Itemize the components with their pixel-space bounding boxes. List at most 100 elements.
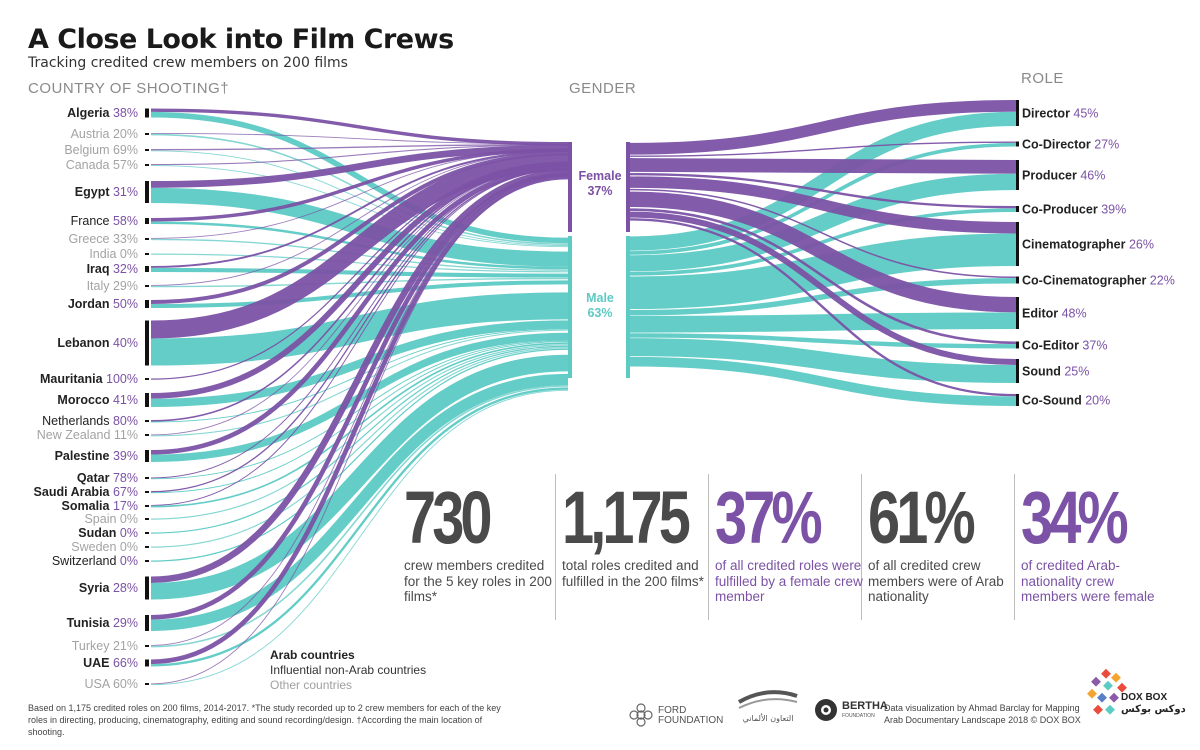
country-label: Saudi Arabia 67% [34, 485, 138, 499]
role-label: Co-Director 27% [1022, 138, 1119, 152]
stat-total-roles: 1,175 total roles credited and fulfilled… [562, 478, 712, 589]
flow-female-producer [629, 158, 1017, 174]
country-female-pct: 28% [113, 581, 138, 595]
flow-female-editor [629, 191, 1017, 313]
flow-austria-female [150, 132, 569, 145]
gender-bar-left [568, 236, 572, 378]
country-somalia: Somalia 17% [62, 499, 149, 513]
country-female-pct: 21% [113, 639, 138, 653]
country-label: France 58% [71, 214, 138, 228]
country-name: UAE [83, 656, 113, 670]
country-switzerland: Switzerland 0% [52, 554, 149, 568]
role-name: Co-Producer [1022, 203, 1101, 217]
country-female-pct: 100% [106, 372, 138, 386]
country-name: India [89, 247, 120, 261]
doxbox-wordmark-arabic: دوكس بوكس [1121, 704, 1186, 715]
country-label: Jordan 50% [68, 297, 138, 311]
flow-uae-female [150, 174, 569, 665]
flow-somalia-female [150, 168, 569, 506]
flow-india-male [150, 253, 569, 273]
role-female-pct: 25% [1064, 365, 1089, 379]
flow-algeria-male [150, 111, 569, 244]
ford-foundation-wordmark: FORD FOUNDATION [658, 705, 724, 726]
flow-male-co-sound [629, 356, 1017, 406]
country-name: Sweden [71, 540, 120, 554]
stat-value: 37% [715, 476, 823, 559]
country-name: Saudi Arabia [34, 485, 113, 499]
gender-pct: 37% [587, 184, 612, 198]
country-name: Morocco [57, 393, 113, 407]
role-name: Co-Cinematographer [1022, 274, 1150, 288]
role-female-pct: 48% [1062, 307, 1087, 321]
page-subtitle: Tracking credited crew members on 200 fi… [28, 55, 348, 71]
flow-male-cinematographer [629, 233, 1017, 310]
country-austria: Austria 20% [71, 127, 149, 141]
role-name: Co-Director [1022, 138, 1094, 152]
stat-value: 34% [1021, 476, 1129, 559]
country-palestine: Palestine 39% [55, 449, 149, 463]
country-egypt: Egypt 31% [75, 181, 149, 203]
role-bar [1016, 100, 1019, 126]
doxbox-icon [1087, 668, 1127, 715]
country-label: Austria 20% [71, 127, 138, 141]
stat-divider [708, 474, 709, 620]
flow-jordan-female [150, 151, 569, 304]
country-label: Lebanon 40% [57, 336, 138, 350]
country-name: Mauritania [40, 372, 106, 386]
country-label: Qatar 78% [77, 471, 138, 485]
flow-male-producer [629, 173, 1017, 272]
flow-sudan-male [150, 345, 569, 534]
country-female-pct: 20% [113, 127, 138, 141]
flow-canada-male [150, 165, 569, 248]
country-bar [145, 238, 149, 240]
stat-caption: total roles credited and fulfilled in th… [562, 558, 704, 589]
country-label: Syria 28% [79, 581, 138, 595]
country-bar [145, 393, 149, 407]
flow-egypt-female [150, 145, 569, 188]
country-bar [145, 181, 149, 203]
flow-belgium-female [150, 143, 569, 151]
role-label: Editor 48% [1022, 307, 1087, 321]
role-co-sound: Co-Sound 20% [1016, 394, 1110, 408]
credit-line: Data visualization by Ahmad Barclay for … [884, 703, 1081, 725]
country-bar [145, 477, 149, 479]
stat-divider [555, 474, 556, 620]
flow-palestine-female [150, 165, 569, 455]
flow-tunisia-male [150, 373, 569, 631]
country-jordan: Jordan 50% [68, 297, 149, 311]
country-label: USA 60% [84, 677, 138, 691]
role-female-pct: 26% [1129, 238, 1154, 252]
country-name: Jordan [68, 297, 113, 311]
country-bar [145, 253, 149, 255]
role-name: Co-Editor [1022, 339, 1082, 353]
country-name: Lebanon [57, 336, 113, 350]
country-female-pct: 38% [113, 106, 138, 120]
country-female-pct: 33% [113, 232, 138, 246]
country-bar [145, 505, 149, 507]
country-bar [145, 266, 149, 272]
flow-iraq-female [150, 150, 569, 268]
country-female-pct: 17% [113, 499, 138, 513]
footnote: Based on 1,175 credited roles on 200 fil… [28, 703, 501, 737]
taawon-wordmark: التعاون الألماني [742, 714, 794, 723]
bertha-icon [815, 699, 837, 721]
country-female-pct: 57% [113, 158, 138, 172]
role-bar [1016, 141, 1019, 147]
gender-bar-right [626, 236, 630, 378]
country-algeria: Algeria 38% [67, 106, 149, 120]
country-label: Greece 33% [69, 232, 139, 246]
country-mauritania: Mauritania 100% [40, 372, 149, 386]
country-netherlands: Netherlands 80% [42, 414, 149, 428]
flow-france-female [150, 148, 569, 222]
country-syria: Syria 28% [79, 576, 149, 600]
country-bar [145, 560, 149, 562]
country-bar [145, 300, 149, 308]
country-tunisia: Tunisia 29% [67, 615, 149, 631]
flow-morocco-female [150, 162, 569, 399]
country-female-pct: 11% [114, 428, 138, 442]
country-name: Palestine [55, 449, 113, 463]
country-label: Tunisia 29% [67, 616, 138, 630]
country-name: France [71, 214, 113, 228]
country-female-pct: 0% [120, 512, 138, 526]
